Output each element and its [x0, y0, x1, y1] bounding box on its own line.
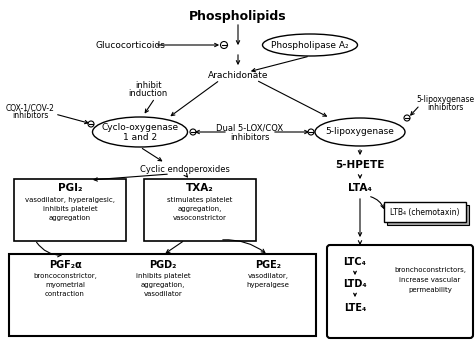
Text: inhibits platelet: inhibits platelet: [43, 206, 97, 212]
Text: LTA₄: LTA₄: [348, 183, 372, 193]
FancyBboxPatch shape: [387, 205, 469, 225]
Text: TXA₂: TXA₂: [186, 183, 214, 193]
Text: PGE₂: PGE₂: [255, 260, 281, 270]
Text: 5-HPETE: 5-HPETE: [335, 160, 385, 170]
Text: myometrial: myometrial: [45, 282, 85, 288]
Text: vasodilator: vasodilator: [143, 291, 182, 297]
Text: PGD₂: PGD₂: [149, 260, 177, 270]
Text: LTC₄: LTC₄: [343, 257, 366, 267]
Text: COX-1/COV-2: COX-1/COV-2: [6, 104, 55, 112]
Text: Dual 5-LOX/COX: Dual 5-LOX/COX: [217, 124, 284, 132]
Text: Glucocorticoids: Glucocorticoids: [95, 40, 165, 49]
Text: Phospholipids: Phospholipids: [189, 10, 287, 23]
Text: aggregation,: aggregation,: [141, 282, 185, 288]
Text: bronchoconstrictors,: bronchoconstrictors,: [394, 267, 466, 273]
Text: PGI₂: PGI₂: [58, 183, 82, 193]
Text: vasodilator,: vasodilator,: [247, 273, 288, 279]
Text: inhibitors: inhibitors: [230, 132, 270, 141]
Text: Phospholipase A₂: Phospholipase A₂: [271, 40, 349, 49]
Text: LTD₄: LTD₄: [343, 279, 367, 289]
Text: hyperalgese: hyperalgese: [247, 282, 289, 288]
Text: inhibits platelet: inhibits platelet: [136, 273, 190, 279]
Text: LTB₄ (chemotaxin): LTB₄ (chemotaxin): [390, 207, 460, 217]
Text: aggregation: aggregation: [49, 215, 91, 221]
Text: 1 and 2: 1 and 2: [123, 134, 157, 142]
Text: stimulates platelet: stimulates platelet: [167, 197, 233, 203]
Text: vasoconstrictor: vasoconstrictor: [173, 215, 227, 221]
Text: PGF₂α: PGF₂α: [48, 260, 81, 270]
Text: 5-lipoxygenase: 5-lipoxygenase: [416, 96, 474, 105]
Text: inhibit: inhibit: [135, 80, 161, 89]
Text: vasodilator, hyperalgesic,: vasodilator, hyperalgesic,: [25, 197, 115, 203]
Text: increase vascular: increase vascular: [399, 277, 461, 283]
Text: permeability: permeability: [408, 287, 452, 293]
Text: contraction: contraction: [45, 291, 85, 297]
Text: inhibitors: inhibitors: [12, 111, 48, 120]
Text: Cyclic endoperoxides: Cyclic endoperoxides: [140, 166, 230, 175]
Text: aggregation,: aggregation,: [178, 206, 222, 212]
Text: broncoconstrictor,: broncoconstrictor,: [33, 273, 97, 279]
Text: inhibitors: inhibitors: [427, 104, 463, 112]
Text: Arachidonate: Arachidonate: [208, 71, 268, 80]
Text: induction: induction: [128, 89, 168, 98]
Text: 5-lipoxygenase: 5-lipoxygenase: [325, 128, 394, 137]
Text: Cyclo-oxygenase: Cyclo-oxygenase: [102, 124, 179, 132]
FancyBboxPatch shape: [384, 202, 466, 222]
Text: LTE₄: LTE₄: [344, 303, 366, 313]
